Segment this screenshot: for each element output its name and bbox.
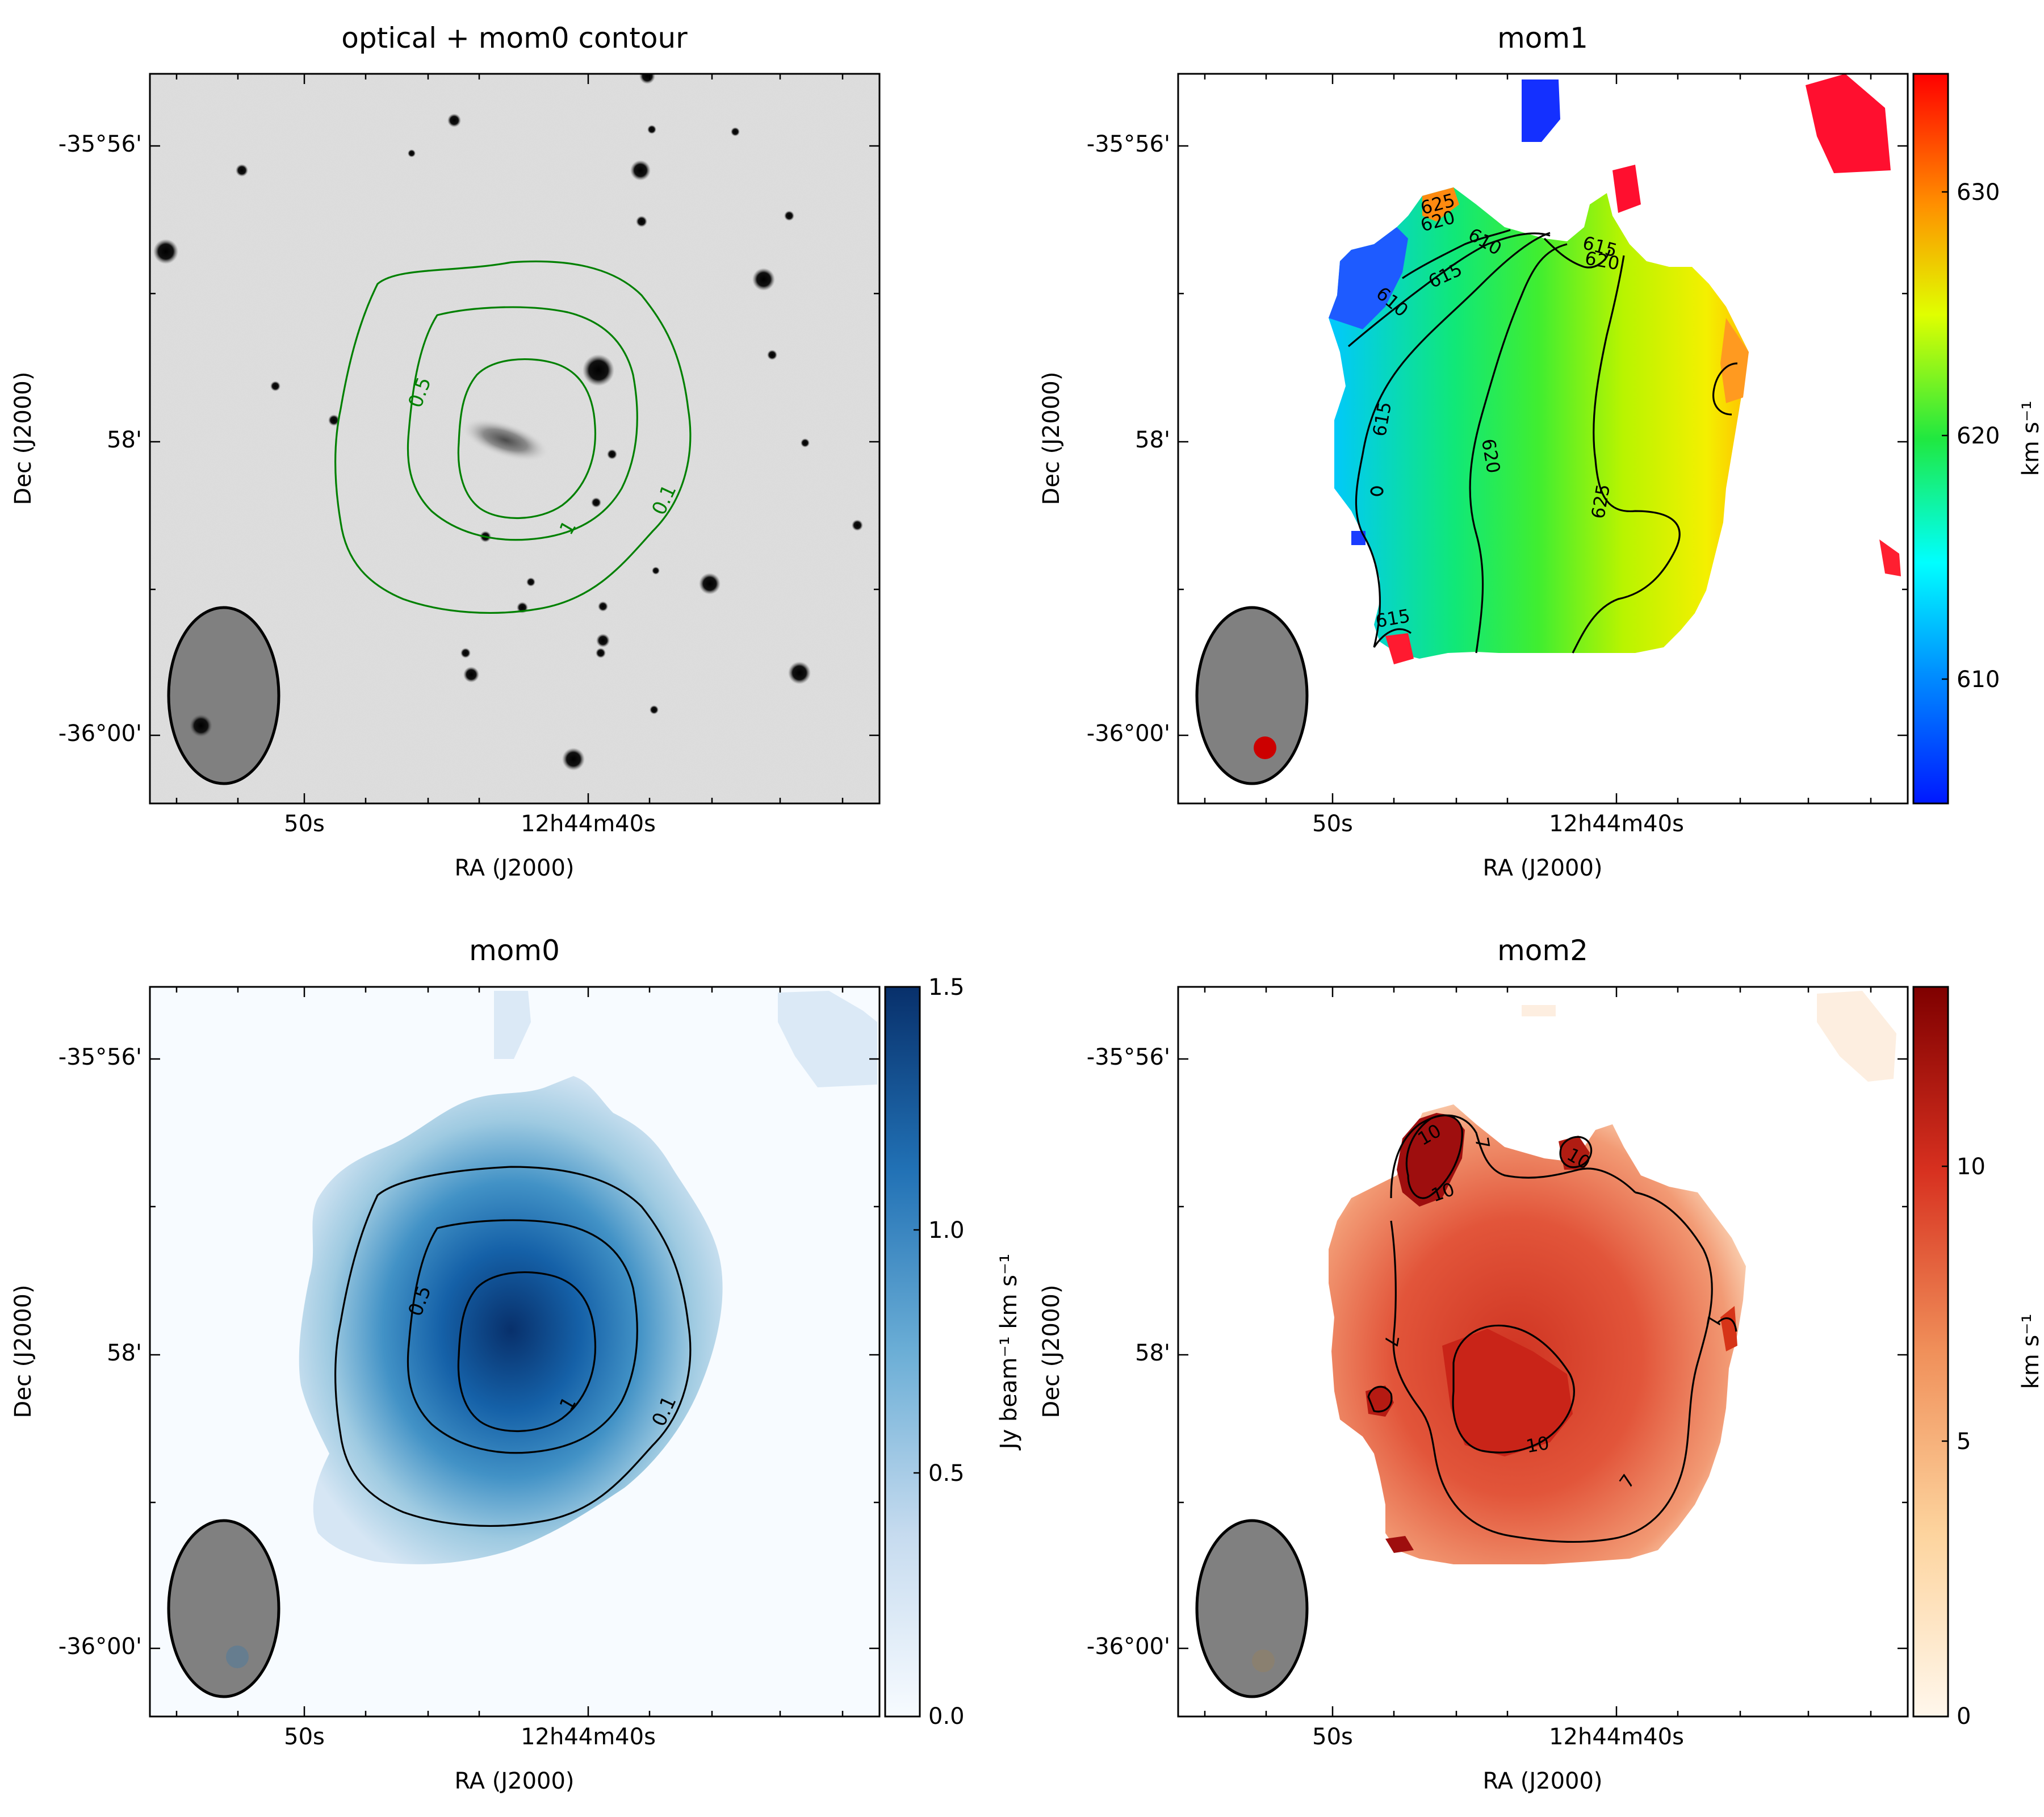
y-tick-label: -36°00' <box>1087 721 1170 747</box>
mom0-image: 0.5 1 0.1 <box>150 987 879 1716</box>
mom2-contours <box>1367 1114 1737 1543</box>
panel-mom2: mom2 10 7 <box>1177 934 2044 1730</box>
colorbar-tick-label: 10 <box>1957 1154 1986 1180</box>
mom1-contours <box>1347 229 1738 654</box>
x-axis-label: RA (J2000) <box>454 855 574 881</box>
y-tick-label: -36°00' <box>58 1634 142 1660</box>
dispersion-field <box>1329 1104 1746 1564</box>
panel-title: mom1 <box>1497 22 1588 55</box>
colorbar: 0 5 10 km s⁻¹ <box>1912 986 2044 1730</box>
panel-mom0: mom0 0.5 1 0.1 0.0 0.5 <box>149 934 1022 1730</box>
axis-labels: 50s 12h44m40s RA (J2000) -35°56' 58' -36… <box>10 131 1684 1794</box>
axes-frame <box>149 986 881 1718</box>
beam-ellipse <box>1195 1519 1309 1698</box>
x-tick-label: 50s <box>284 1724 325 1750</box>
x-axis-label: RA (J2000) <box>454 1768 574 1794</box>
y-tick-label: -35°56' <box>58 131 142 157</box>
y-tick-label: -35°56' <box>58 1044 142 1070</box>
beam-ellipse <box>1195 606 1309 785</box>
x-tick-label: 12h44m40s <box>1549 811 1684 837</box>
mom0-contours <box>334 1166 692 1527</box>
y-tick-label: -35°56' <box>1087 1044 1170 1070</box>
optical-image: 0.5 1 0.1 <box>150 74 879 803</box>
y-axis-label: Dec (J2000) <box>10 1285 36 1418</box>
colorbar: 610 620 630 km s⁻¹ <box>1912 73 2044 805</box>
optical-contours <box>334 260 692 614</box>
y-tick-label: -35°56' <box>1087 131 1170 157</box>
colorbar-tick-label: 630 <box>1957 179 2000 206</box>
colorbar-tick-label: 0.0 <box>928 1703 965 1730</box>
x-tick-label: 50s <box>1312 1724 1353 1750</box>
flux-field <box>299 1076 723 1564</box>
y-tick-label: -36°00' <box>1087 1634 1170 1660</box>
colorbar-tick-label: 1.5 <box>928 974 965 1000</box>
colorbar-gradient <box>1912 73 1949 805</box>
colorbar-ticks: 0 5 10 <box>1942 1154 1986 1730</box>
tick-marks <box>150 74 1908 1716</box>
axes-frame <box>1177 73 1909 805</box>
contour-label: 10 <box>1524 1432 1551 1457</box>
y-tick-label: 58' <box>107 427 142 453</box>
colorbar-tick-label: 1.0 <box>928 1217 965 1244</box>
x-tick-label: 12h44m40s <box>521 811 656 837</box>
x-tick-label: 50s <box>284 811 325 837</box>
colorbar-tick-label: 5 <box>1957 1429 1971 1455</box>
colorbar-tick-label: 0.5 <box>928 1460 965 1487</box>
x-axis-label: RA (J2000) <box>1482 1768 1602 1794</box>
colorbar-label: Jy beam⁻¹ km s⁻¹ <box>996 1254 1022 1451</box>
velocity-field <box>1329 187 1749 659</box>
colorbar-tick-label: 0 <box>1957 1703 1971 1730</box>
x-axis-label: RA (J2000) <box>1482 855 1602 881</box>
x-tick-label: 12h44m40s <box>521 1724 656 1750</box>
x-tick-label: 50s <box>1312 811 1353 837</box>
y-tick-label: -36°00' <box>58 721 142 747</box>
panel-mom1: mom1 <box>1177 22 2044 805</box>
colorbar-ticks: 0.0 0.5 1.0 1.5 <box>914 974 965 1730</box>
axes-frame <box>149 73 881 805</box>
colorbar-label: km s⁻¹ <box>2018 1314 2044 1389</box>
panel-title: mom0 <box>469 934 560 967</box>
y-axis-label: Dec (J2000) <box>1038 1285 1065 1418</box>
beam-ellipse <box>167 1519 280 1698</box>
beam-ellipse <box>167 606 280 785</box>
colorbar-tick-label: 610 <box>1957 667 2000 693</box>
y-tick-label: 58' <box>107 1340 142 1366</box>
y-axis-label: Dec (J2000) <box>10 372 36 505</box>
mom1-image: 625 620 610 615 615 620 610 615 615 620 … <box>1178 74 1908 803</box>
y-tick-label: 58' <box>1135 427 1170 453</box>
axes-frame <box>1177 986 1909 1718</box>
colorbar-label: km s⁻¹ <box>2018 401 2044 476</box>
panel-title: optical + mom0 contour <box>341 22 688 55</box>
colorbar-gradient <box>1912 986 1949 1718</box>
colorbar: 0.0 0.5 1.0 1.5 Jy beam⁻¹ km s⁻¹ <box>884 974 1022 1730</box>
colorbar-ticks: 610 620 630 <box>1942 179 2000 693</box>
y-tick-label: 58' <box>1135 1340 1170 1366</box>
colorbar-gradient <box>884 986 921 1718</box>
panel-optical: optical + mom0 contour <box>149 22 881 805</box>
y-axis-label: Dec (J2000) <box>1038 372 1065 505</box>
panel-title: mom2 <box>1497 934 1588 967</box>
x-tick-label: 12h44m40s <box>1549 1724 1684 1750</box>
galaxy-blob <box>462 418 549 462</box>
colorbar-tick-label: 620 <box>1957 423 2000 449</box>
mom2-image: 10 7 10 10 7 7 10 7 <box>1178 987 1908 1716</box>
